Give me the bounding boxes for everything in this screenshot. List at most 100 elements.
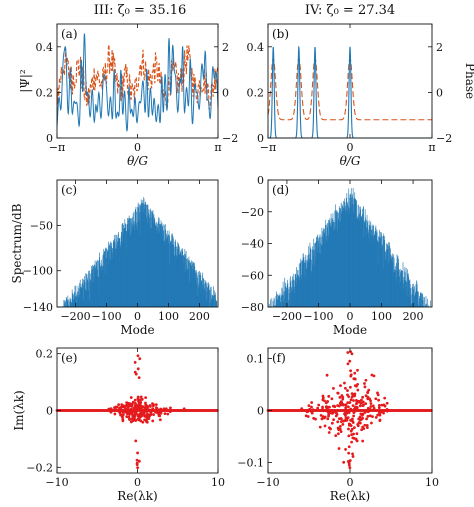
eigen-point — [129, 402, 133, 406]
x-tick-label: −100 — [91, 310, 121, 323]
x-axis-label: Mode — [333, 323, 367, 337]
eigen-point — [117, 403, 121, 407]
eigen-point — [330, 421, 334, 425]
eigen-point — [359, 401, 362, 404]
eigen-point — [361, 416, 364, 420]
eigen-point — [362, 403, 365, 407]
eigen-point — [385, 407, 389, 411]
eigen-point — [133, 360, 137, 364]
eigen-point — [347, 422, 351, 426]
eigen-point — [317, 403, 321, 407]
eigen-point — [348, 459, 352, 462]
eigen-point — [361, 400, 365, 404]
eigen-point — [321, 409, 325, 413]
eigen-point — [334, 434, 338, 438]
eigen-point — [134, 372, 138, 376]
y-tick-label: 0 — [257, 174, 264, 187]
eigen-point — [323, 399, 326, 403]
eigen-point — [358, 415, 362, 419]
eigen-point — [323, 424, 327, 428]
eigen-point — [128, 417, 131, 421]
eigen-point — [352, 408, 356, 411]
eigen-point — [345, 418, 349, 422]
eigen-point — [374, 415, 378, 419]
eigen-point — [135, 461, 139, 465]
eigen-point — [132, 413, 136, 417]
eigen-point — [310, 405, 313, 409]
y2-tick-label: 0 — [436, 86, 443, 99]
eigen-point — [366, 410, 370, 414]
panel-label: (d) — [272, 183, 289, 197]
x-tick-label: 200 — [189, 310, 210, 323]
eigen-point — [339, 420, 343, 424]
eigen-point — [127, 408, 131, 412]
eigen-point — [358, 404, 362, 408]
y2-tick-label: −2 — [222, 132, 238, 145]
eigen-point — [135, 458, 139, 462]
eigen-point — [382, 411, 385, 415]
eigen-point — [161, 409, 164, 413]
eigen-point — [138, 357, 142, 361]
eigen-point — [339, 430, 343, 433]
eigen-point — [383, 404, 387, 408]
eigen-point — [348, 359, 352, 363]
eigen-point — [122, 404, 125, 408]
eigen-point — [158, 414, 162, 418]
panel-label: (c) — [61, 183, 77, 197]
eigen-point — [340, 401, 344, 405]
eigen-point — [134, 408, 137, 412]
eigen-point — [135, 404, 139, 408]
y-tick-label: 0 — [257, 132, 264, 145]
eigen-point — [154, 403, 158, 407]
eigen-point — [169, 408, 173, 412]
eigen-point — [351, 452, 354, 456]
eigen-point — [141, 420, 145, 424]
eigen-point — [352, 411, 356, 414]
eigen-point — [347, 405, 350, 409]
eigen-point — [111, 408, 115, 412]
y-tick-label: 0.4 — [247, 41, 265, 54]
eigen-point — [123, 409, 126, 413]
eigen-point — [155, 407, 159, 410]
eigen-point — [353, 377, 357, 381]
eigen-point — [164, 407, 168, 411]
eigen-point — [310, 401, 314, 404]
eigen-point — [143, 418, 147, 422]
eigen-point — [136, 367, 140, 371]
eigen-point — [113, 412, 117, 416]
eigen-point — [308, 407, 312, 411]
eigen-point — [376, 413, 380, 417]
eigen-point — [347, 451, 351, 455]
x-axis-label: Re(λk) — [117, 489, 157, 503]
eigen-point — [129, 396, 133, 399]
eigen-point — [377, 398, 380, 402]
eigen-point — [377, 411, 381, 415]
eigen-point — [307, 404, 311, 408]
x-tick-label: −π — [49, 141, 65, 154]
eigen-point — [109, 407, 113, 411]
axes-frame — [267, 23, 433, 139]
eigen-point — [148, 404, 152, 408]
y-tick-label: −140 — [23, 301, 53, 314]
eigen-point — [365, 417, 368, 421]
eigen-point — [326, 400, 330, 403]
x-tick-label: 0 — [347, 310, 354, 323]
x-tick-label: 0 — [134, 141, 141, 154]
eigen-point — [360, 398, 363, 402]
eigen-point — [155, 409, 159, 413]
eigen-point — [340, 394, 344, 397]
eigen-point — [355, 384, 358, 388]
eigen-point — [378, 413, 382, 417]
eigen-point — [349, 429, 353, 433]
x-axis-label: θ/G — [340, 154, 361, 168]
panel-label: (a) — [61, 27, 78, 41]
eigen-point — [139, 405, 143, 409]
eigen-point — [349, 373, 353, 377]
eigen-point — [321, 405, 324, 409]
eigen-point — [139, 395, 143, 399]
eigen-point — [327, 394, 331, 398]
eigen-point — [326, 417, 330, 421]
eigen-point — [335, 409, 339, 413]
eigen-point — [182, 407, 186, 411]
eigen-point — [306, 415, 310, 418]
